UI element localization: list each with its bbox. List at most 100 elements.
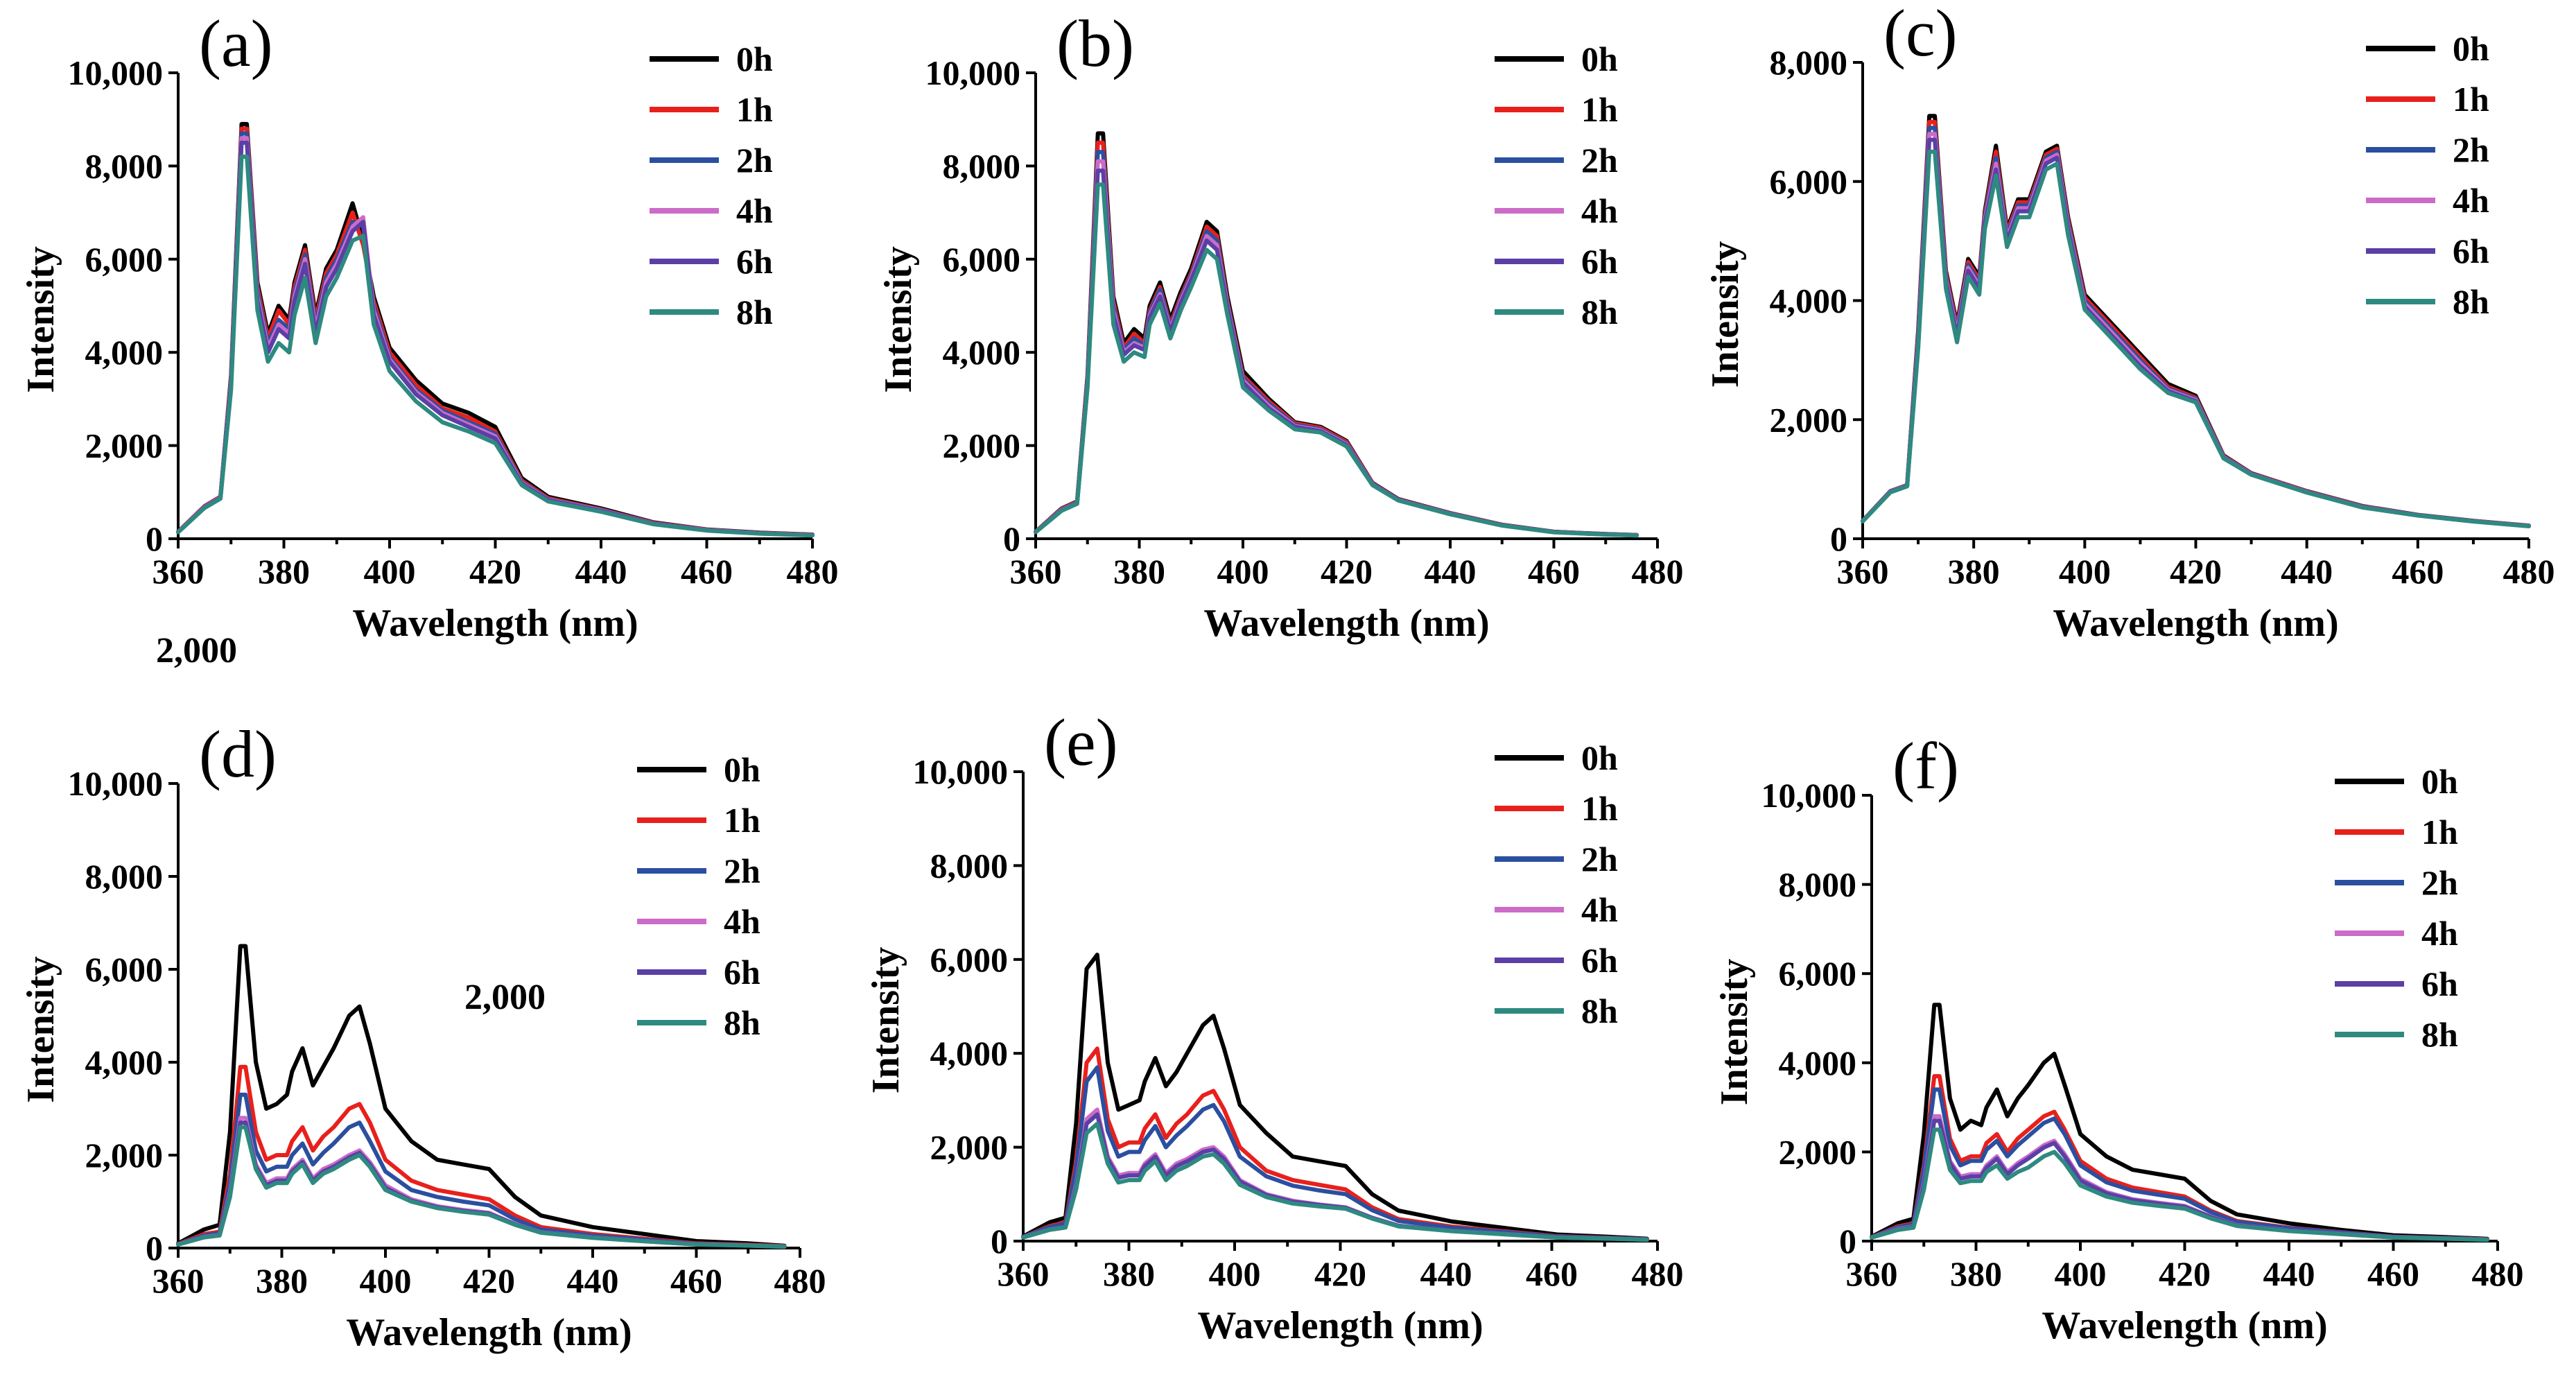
x-tick-label: 380 (1103, 1254, 1155, 1293)
x-tick-label: 400 (1217, 552, 1269, 591)
legend-label: 2h (1581, 840, 1618, 878)
series-line-8h (176, 155, 815, 538)
x-tick-label: 380 (256, 1261, 308, 1300)
legend-label: 0h (736, 40, 773, 78)
y-tick-label: 4,000 (1770, 282, 1848, 320)
legend-label: 6h (724, 953, 760, 991)
legend-label: 2h (1581, 141, 1618, 180)
legend-item-2h: 2h (637, 851, 760, 890)
x-axis-label: Wavelength (nm) (2053, 602, 2338, 645)
legend-item-8h: 8h (2366, 282, 2489, 321)
y-axis-label: Intensity (877, 246, 920, 393)
panel-label: (b) (1056, 6, 1134, 80)
y-tick-label: 6,000 (85, 950, 164, 989)
x-tick-label: 440 (2263, 1254, 2315, 1293)
legend-item-6h: 6h (637, 953, 760, 991)
legend-label: 2h (2453, 130, 2489, 169)
stray-label: 2,000 (464, 978, 546, 1017)
y-axis-label: Intensity (1713, 959, 1756, 1106)
panel-label: (c) (1883, 0, 1958, 70)
legend-item-2h: 2h (1495, 141, 1618, 180)
legend-item-0h: 0h (2335, 762, 2458, 801)
legend-item-6h: 6h (2335, 964, 2458, 1003)
y-tick-label: 8,000 (85, 146, 164, 185)
y-tick-label: 10,000 (913, 752, 1009, 791)
legend-label: 1h (2421, 813, 2458, 851)
legend-label: 8h (2421, 1015, 2458, 1054)
series-line-0h (1870, 1003, 2489, 1241)
x-tick-label: 380 (1950, 1254, 2002, 1293)
legend-label: 4h (736, 191, 773, 230)
series-line-0h (176, 944, 787, 1248)
x-tick-label: 460 (1528, 552, 1580, 591)
y-tick-label: 2,000 (1779, 1132, 1857, 1171)
legend-label: 1h (1581, 90, 1618, 129)
legend-label: 6h (736, 242, 773, 281)
y-axis-label: Intensity (19, 246, 62, 393)
legend-item-2h: 2h (1495, 840, 1618, 878)
x-tick-label: 420 (1314, 1254, 1366, 1293)
x-tick-label: 420 (463, 1261, 515, 1300)
legend-item-1h: 1h (637, 801, 760, 840)
x-tick-label: 360 (998, 1254, 1050, 1293)
legend-label: 8h (736, 293, 773, 331)
legend-label: 1h (724, 801, 760, 840)
legend-label: 6h (2453, 232, 2489, 270)
x-axis-label: Wavelength (nm) (352, 602, 638, 645)
legend-item-4h: 4h (2366, 181, 2489, 220)
legend-item-2h: 2h (2335, 863, 2458, 902)
legend-item-6h: 6h (2366, 232, 2489, 270)
x-tick-label: 420 (469, 552, 521, 591)
y-tick-label: 2,000 (1770, 400, 1848, 439)
x-tick-label: 400 (360, 1261, 412, 1300)
x-tick-label: 460 (2367, 1254, 2419, 1293)
y-tick-label: 6,000 (943, 240, 1021, 279)
x-axis-label: Wavelength (nm) (1197, 1304, 1483, 1347)
series-line-1h (176, 1064, 787, 1249)
legend-item-8h: 8h (637, 1003, 760, 1042)
x-tick-label: 360 (153, 1261, 204, 1300)
legend-item-0h: 0h (1495, 40, 1618, 78)
y-tick-label: 0 (1839, 1222, 1856, 1261)
y-tick-label: 6,000 (1779, 954, 1857, 993)
series-line-2h (1870, 1087, 2489, 1242)
x-tick-label: 440 (2281, 552, 2333, 591)
legend-item-8h: 8h (1495, 293, 1618, 331)
y-tick-label: 10,000 (68, 764, 164, 803)
y-axis-label: Intensity (864, 947, 907, 1094)
y-tick-label: 6,000 (85, 240, 164, 279)
legend-item-8h: 8h (2335, 1015, 2458, 1054)
series-line-0h (1021, 953, 1649, 1241)
chart-panel-a: 360 380 400 420 440 460 480 0 2,000 4,000 6,000 8,0… (19, 6, 839, 670)
y-tick-label: 4,000 (930, 1034, 1009, 1073)
series-line-8h (1034, 182, 1639, 538)
legend-label: 4h (2421, 914, 2458, 953)
y-tick-label: 10,000 (68, 53, 164, 92)
x-tick-label: 400 (364, 552, 416, 591)
legend-item-4h: 4h (650, 191, 773, 230)
x-tick-label: 420 (2159, 1254, 2211, 1293)
chart-panel-e: 360 380 400 420 440 460 480 0 2,000 4,000 6,000 8,0… (864, 705, 1684, 1347)
x-tick-label: 380 (1948, 552, 2000, 591)
legend-label: 2h (724, 851, 760, 890)
legend-item-1h: 1h (1495, 90, 1618, 129)
series-line-8h (1861, 149, 2531, 528)
y-tick-label: 4,000 (85, 333, 164, 372)
legend-label: 4h (1581, 191, 1618, 230)
x-tick-label: 480 (1632, 552, 1684, 591)
y-tick-label: 0 (146, 1229, 163, 1267)
chart-panel-b: 360 380 400 420 440 460 480 0 2,000 4,000 6,000 8,0… (877, 6, 1684, 645)
stray-label: 2,000 (156, 631, 237, 670)
legend-item-0h: 0h (637, 750, 760, 789)
series-line-8h (176, 1125, 787, 1249)
legend-item-8h: 8h (1495, 991, 1618, 1030)
x-axis-label: Wavelength (nm) (1203, 602, 1489, 645)
y-tick-label: 8,000 (943, 146, 1021, 185)
x-tick-label: 380 (258, 552, 310, 591)
y-axis-label: Intensity (1704, 241, 1747, 388)
legend-label: 1h (1581, 789, 1618, 828)
legend-label: 8h (1581, 991, 1618, 1030)
legend-label: 6h (1581, 242, 1618, 281)
y-tick-label: 8,000 (85, 857, 164, 896)
